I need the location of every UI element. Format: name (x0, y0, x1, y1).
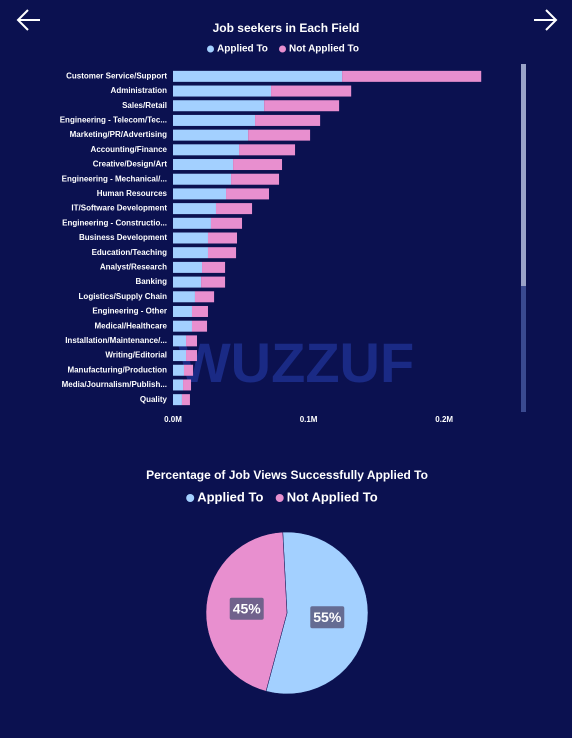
label-box (229, 597, 264, 620)
bar-segment (186, 350, 198, 362)
bar-segment (173, 203, 216, 215)
bar-segment (173, 320, 192, 332)
category-label: Sales/Retail (122, 101, 167, 110)
bar-segment (201, 276, 226, 288)
label-box (310, 606, 345, 629)
category-label: Marketing/PR/Advertising (70, 130, 167, 139)
bar-segment (173, 100, 265, 112)
category-label: Media/Journalism/Publish... (62, 380, 167, 389)
bar-segment (173, 247, 208, 259)
bar-segment (215, 203, 253, 215)
bar-segment (226, 188, 270, 200)
forward-arrow[interactable] (534, 9, 558, 31)
bar-segment (264, 100, 340, 112)
bar-segment (173, 305, 192, 317)
legend-label: Applied To (197, 489, 263, 504)
legend-swatch (186, 494, 195, 502)
bar-segment (173, 394, 182, 406)
legend-swatch (279, 45, 286, 53)
category-label: Human Resources (97, 189, 168, 198)
category-label: Analyst/Research (100, 263, 167, 272)
bar-segment (233, 159, 283, 171)
bar-segment (202, 261, 226, 273)
watermark: WUZZUF (178, 331, 414, 394)
bar-segment (255, 114, 321, 126)
category-label: Installation/Maintenance/... (65, 336, 167, 345)
bar-segment (183, 364, 194, 376)
bar-segment (173, 159, 234, 171)
category-label: Administration (111, 86, 168, 95)
x-tick-label: 0.2M (435, 415, 453, 424)
bar-segment (173, 70, 343, 82)
category-label: Engineering - Other (92, 307, 167, 316)
bar-segment (239, 144, 296, 156)
category-label: Engineering - Mechanical/... (62, 174, 167, 183)
category-label: Logistics/Supply Chain (79, 292, 168, 301)
bar-segment (173, 261, 203, 273)
category-label: Education/Teaching (92, 248, 168, 257)
bar-segment (173, 85, 272, 97)
category-label: Engineering - Telecom/Tec... (60, 116, 167, 125)
bar-segment (173, 335, 187, 347)
bar-segment (173, 232, 208, 244)
category-label: Customer Service/Support (66, 71, 167, 80)
legend-label: Applied To (217, 44, 268, 55)
bar-segment (183, 379, 192, 391)
bar-segment (231, 173, 280, 185)
bar-segment (173, 173, 232, 185)
bar-segment (181, 394, 190, 406)
bar-segment (173, 364, 184, 376)
bar-segment (173, 217, 211, 229)
bar-segment (248, 129, 311, 141)
category-label: Medical/Healthcare (95, 321, 168, 330)
category-label: Engineering - Constructio... (62, 218, 167, 227)
data-label: 45% (233, 600, 262, 616)
arrow-right[interactable] (534, 9, 558, 31)
bar-segment (173, 276, 202, 288)
back-arrow[interactable] (16, 9, 40, 31)
category-label: Quality (140, 395, 168, 404)
bar-segment (342, 70, 482, 82)
bar-segment (210, 217, 243, 229)
bar-segment (173, 379, 184, 391)
category-label: Accounting/Finance (91, 145, 168, 154)
bar-segment (173, 188, 227, 200)
x-tick-label: 0.1M (300, 415, 318, 424)
bar-segment (191, 320, 208, 332)
bar-segment (173, 291, 195, 303)
legend-label: Not Applied To (289, 44, 359, 55)
bar-segment (173, 144, 240, 156)
bar-segment (271, 85, 352, 97)
bar-segment (207, 247, 237, 259)
legend-swatch (207, 45, 214, 53)
data-label: 55% (313, 609, 342, 625)
category-label: Writing/Editorial (105, 351, 167, 360)
bar-segment (194, 291, 215, 303)
bar-segment (173, 114, 256, 126)
legend-label: Not Applied To (287, 489, 378, 504)
bar-segment (173, 350, 187, 362)
scrollbar-thumb[interactable] (521, 64, 526, 286)
bar-segment (191, 305, 208, 317)
category-label: IT/Software Development (71, 204, 167, 213)
x-tick-label: 0.0M (164, 415, 182, 424)
category-label: Banking (135, 277, 167, 286)
bar-segment (173, 129, 249, 141)
bar-segment (207, 232, 238, 244)
arrow-left[interactable] (16, 9, 40, 31)
category-label: Manufacturing/Production (67, 365, 167, 374)
pie-title: Percentage of Job Views Successfully App… (146, 468, 428, 482)
legend-swatch (275, 494, 284, 502)
bar-title: Job seekers in Each Field (213, 21, 360, 35)
bar-segment (186, 335, 198, 347)
category-label: Business Development (79, 233, 167, 242)
category-label: Creative/Design/Art (93, 160, 168, 169)
